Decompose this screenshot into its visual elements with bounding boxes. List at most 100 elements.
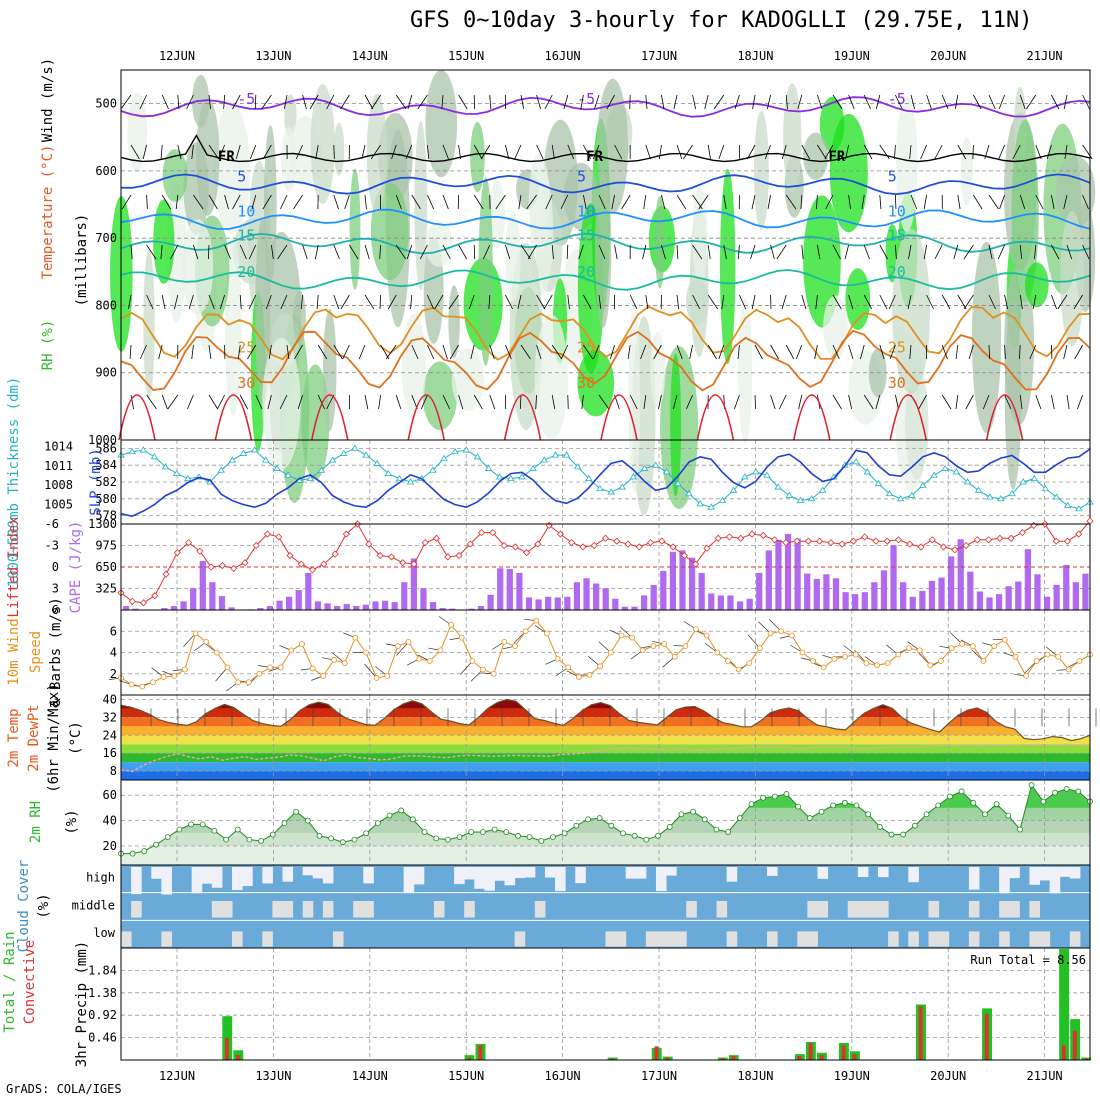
wind-barb (848, 94, 855, 110)
wind-barb (879, 194, 882, 210)
cloud-mid-gap (1009, 900, 1020, 918)
minmax-axis-label: (6hr Min/Max) (46, 683, 62, 793)
lifted-index-point (275, 533, 283, 541)
wind-speed-point (480, 666, 486, 673)
wind-barb (544, 94, 553, 110)
rh-point (666, 824, 673, 830)
wind-speed-point (554, 655, 561, 662)
wind-barb (1012, 144, 1021, 160)
cloud-high-gap (635, 867, 647, 879)
cape-bar (823, 574, 830, 610)
cloud-mid-gap (1029, 900, 1041, 918)
wind-barb (645, 144, 651, 160)
lifted-index-point (590, 541, 598, 550)
wind-barb (174, 294, 179, 310)
rh-point (573, 822, 580, 829)
precip-convective-bar (808, 1042, 813, 1060)
wind-speed-point (661, 641, 667, 647)
pressure-tick: 600 (95, 164, 117, 178)
dewpoint-axis-label: 2m DewPt (26, 704, 42, 771)
cloud-high-gap (211, 867, 223, 888)
rh-point (468, 829, 475, 835)
lifted-index-point (973, 536, 981, 544)
wind-barb (689, 344, 693, 360)
wind-speed-point (245, 679, 252, 686)
rh-shading (1024, 262, 1049, 308)
rh-point (876, 824, 883, 830)
cape-bar (170, 606, 178, 610)
hot-contour (407, 394, 445, 441)
precip-tick: 1.84 (88, 963, 117, 977)
cloud-high-gap (454, 867, 465, 885)
wind-barb (139, 344, 147, 360)
top-date-label: 14JUN (352, 49, 388, 63)
pressure-tick: 700 (95, 231, 117, 245)
wind-barb (955, 344, 959, 360)
wind-barb (208, 294, 215, 310)
wind-barb (973, 194, 983, 210)
thickness-point (707, 503, 716, 510)
rh-point (841, 799, 848, 806)
rh-point (515, 832, 521, 839)
wind-barb (957, 294, 967, 310)
cloud-low-gap (1029, 931, 1041, 947)
isotherm-label: 10 (888, 202, 906, 220)
slp-tick: 1014 (44, 439, 73, 453)
wind-speed-point (139, 683, 146, 690)
cloud-high-gap (201, 867, 213, 884)
hot-contour (696, 394, 735, 441)
wind-barb (907, 294, 912, 310)
temp-line (120, 698, 1091, 742)
wind-speed-point (565, 664, 572, 671)
rh-point (585, 816, 591, 823)
wind-speed-point (426, 658, 433, 664)
lifted-index-point (658, 537, 666, 545)
thickness-point (663, 468, 671, 475)
lifted-index-point (770, 536, 779, 544)
wind-barb (364, 94, 374, 110)
wind-barb (751, 194, 756, 210)
temp-tick: 40 (103, 692, 117, 706)
precip-convective-bar (225, 1038, 229, 1060)
rh-shading (1060, 211, 1084, 347)
rh-point (503, 829, 510, 835)
cape-bar (861, 592, 868, 610)
cloud-high-gap (191, 867, 203, 894)
wind-barb (815, 194, 818, 210)
cloud-high-gap (726, 867, 738, 882)
cloud-high-gap (575, 867, 586, 884)
rh-point (246, 836, 253, 843)
wind-barb (776, 244, 787, 260)
rh-shading (143, 248, 155, 400)
thickness-point (518, 473, 526, 480)
wind-barb (411, 344, 419, 360)
freezing-line (120, 134, 1091, 163)
wind-barb (536, 294, 546, 310)
rh-band (121, 833, 1090, 846)
wind-speed-point (171, 672, 178, 679)
rh-point (1017, 826, 1023, 833)
lifted-index-point (962, 541, 970, 550)
wind-barb (785, 344, 795, 360)
wind-barb (627, 344, 631, 360)
rh-point (153, 841, 159, 848)
bottom-date-label: 15JUN (448, 1069, 484, 1083)
wind-barb (317, 344, 328, 360)
cape-axis-label: CAPE (J/kg) (68, 521, 84, 614)
lifted-index-point (376, 551, 384, 560)
cloud-high-gap (767, 867, 778, 876)
lifted-index-point (579, 543, 587, 551)
cloud-low-gap (1039, 931, 1051, 947)
cloud-high-gap (544, 867, 556, 878)
wind-barb (801, 294, 807, 310)
wind-barb (1035, 144, 1042, 160)
freezing-label: FR (218, 149, 235, 165)
wind-speed-point (927, 662, 934, 669)
rh-shading (753, 110, 769, 230)
wind-barb (407, 94, 413, 110)
thickness-point (852, 458, 860, 465)
lifted-index-point (1007, 534, 1015, 542)
wind-speed-point (501, 638, 508, 645)
wind-barb (734, 94, 740, 110)
temp-tick: 16 (103, 746, 117, 760)
